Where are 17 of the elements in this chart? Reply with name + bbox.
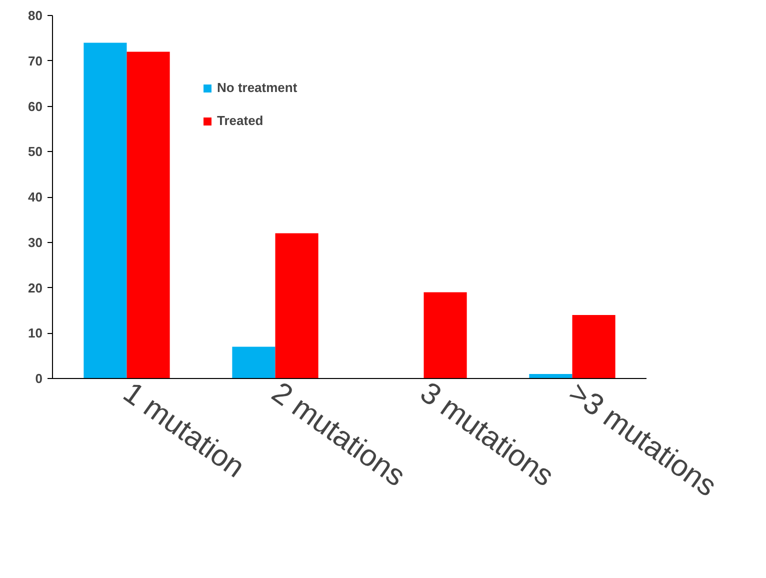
legend-label: No treatment [217, 80, 298, 95]
bar [275, 233, 318, 378]
y-tick-label: 30 [28, 234, 43, 250]
y-tick-label: 20 [28, 280, 43, 296]
y-tick-label: 0 [35, 371, 43, 386]
bar [84, 42, 127, 378]
bar [424, 292, 467, 378]
y-tick-label: 40 [28, 190, 43, 204]
y-tick-label: 70 [28, 53, 43, 68]
bar [232, 346, 276, 378]
y-tick-label: 50 [28, 144, 43, 160]
bar [572, 314, 616, 378]
y-tick-label: 10 [28, 326, 43, 341]
y-tick-label: 80 [28, 8, 43, 23]
legend-label: Treated [217, 113, 264, 128]
bar [126, 52, 170, 378]
y-tick-label: 60 [28, 98, 43, 114]
